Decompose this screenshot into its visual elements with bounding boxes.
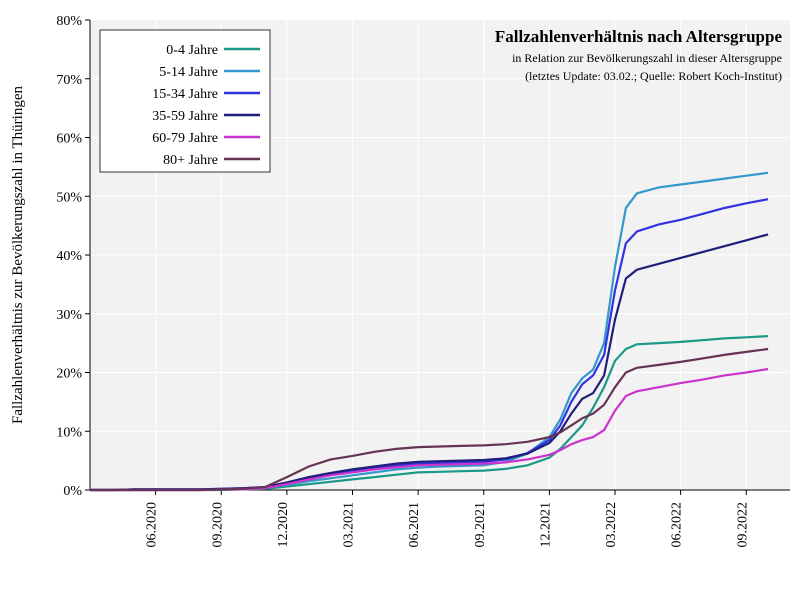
line-chart: 0% 10% 20% 30% 40% 50% 60% 70% 80% 06.2020 09.2020… bbox=[0, 0, 800, 600]
x-tick-label: 06.2021 bbox=[407, 502, 422, 548]
x-tick-label: 12.2020 bbox=[276, 502, 291, 548]
chart-svg: 0% 10% 20% 30% 40% 50% 60% 70% 80% 06.2020 09.2020… bbox=[0, 0, 800, 600]
legend-label: 5-14 Jahre bbox=[159, 65, 218, 80]
x-tick-label: 09.2021 bbox=[473, 502, 488, 548]
y-axis-title: Fallzahlenverhältnis zur Bevölkerungszah… bbox=[10, 86, 26, 424]
x-tick-label: 06.2020 bbox=[145, 502, 160, 548]
chart-subtitle: (letztes Update: 03.02.; Quelle: Robert … bbox=[525, 69, 782, 83]
x-tick-label: 03.2021 bbox=[342, 502, 357, 548]
x-tick-label: 09.2020 bbox=[210, 502, 225, 548]
x-tick-label: 06.2022 bbox=[670, 502, 685, 548]
legend-label: 15-34 Jahre bbox=[152, 87, 218, 102]
y-tick-label: 30% bbox=[56, 308, 82, 323]
x-tick-label: 12.2021 bbox=[538, 502, 553, 548]
legend-label: 80+ Jahre bbox=[163, 153, 218, 168]
y-tick-label: 40% bbox=[56, 249, 82, 264]
chart-title: Fallzahlenverhältnis nach Altersgruppe bbox=[495, 27, 783, 46]
y-tick-label: 0% bbox=[63, 484, 82, 499]
legend-label: 0-4 Jahre bbox=[166, 43, 218, 58]
y-tick-label: 60% bbox=[56, 132, 82, 147]
chart-subtitle: in Relation zur Bevölkerungszahl in dies… bbox=[512, 51, 782, 65]
y-tick-label: 10% bbox=[56, 425, 82, 440]
y-tick-label: 70% bbox=[56, 73, 82, 88]
x-tick-label: 03.2022 bbox=[604, 502, 619, 548]
y-tick-label: 80% bbox=[56, 14, 82, 29]
y-tick-label: 20% bbox=[56, 367, 82, 382]
legend-label: 35-59 Jahre bbox=[152, 109, 218, 124]
y-tick-label: 50% bbox=[56, 190, 82, 205]
legend-label: 60-79 Jahre bbox=[152, 131, 218, 146]
x-tick-label: 09.2022 bbox=[735, 502, 750, 548]
